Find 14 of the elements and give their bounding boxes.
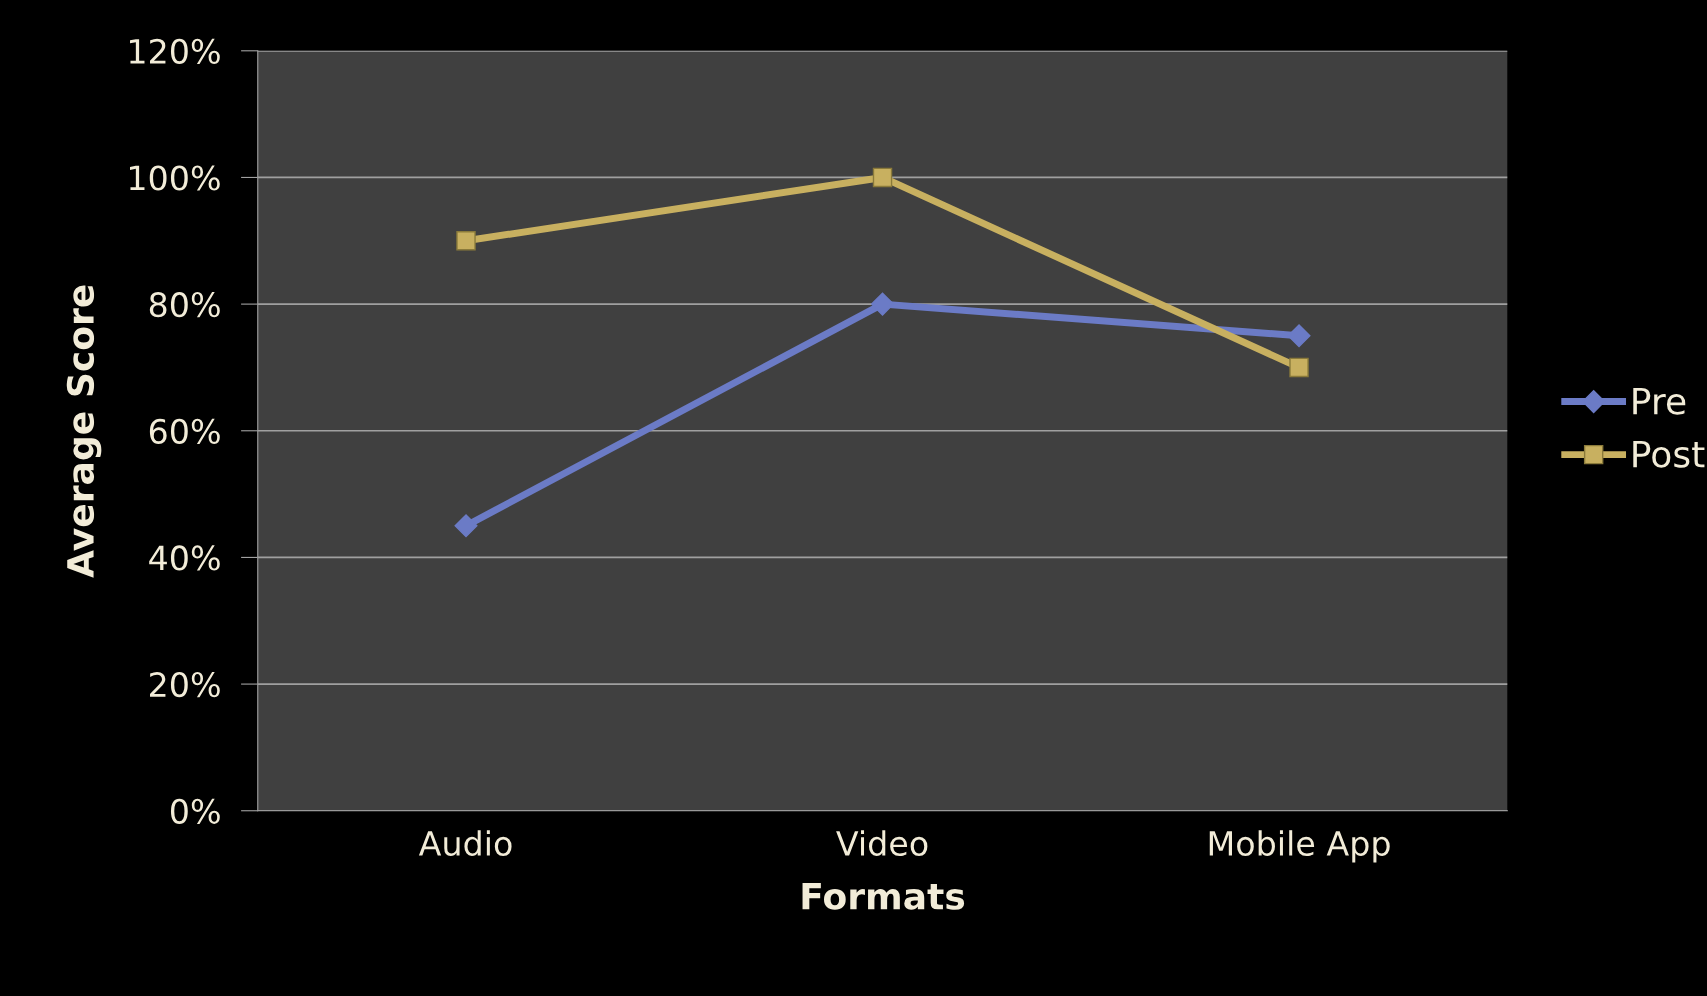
legend-label: Pre [1633, 387, 1686, 415]
x-axis-title: Formats [802, 883, 965, 910]
y-tick-label: 0% [170, 798, 220, 824]
y-tick-label: 20% [150, 672, 220, 698]
y-tick-label: 40% [149, 545, 220, 571]
y-tick-label: 80% [149, 292, 220, 318]
x-tick-label: Video [836, 830, 928, 856]
y-tick-label: 60% [149, 418, 220, 444]
y-tick-label: 100% [130, 165, 220, 191]
legend-label: Post [1633, 440, 1705, 468]
y-axis-title: Average Score [66, 285, 102, 578]
x-tick-label: Audio [418, 830, 512, 856]
y-tick-label: 120% [130, 38, 220, 64]
x-tick-label: Mobile App [1209, 830, 1390, 863]
